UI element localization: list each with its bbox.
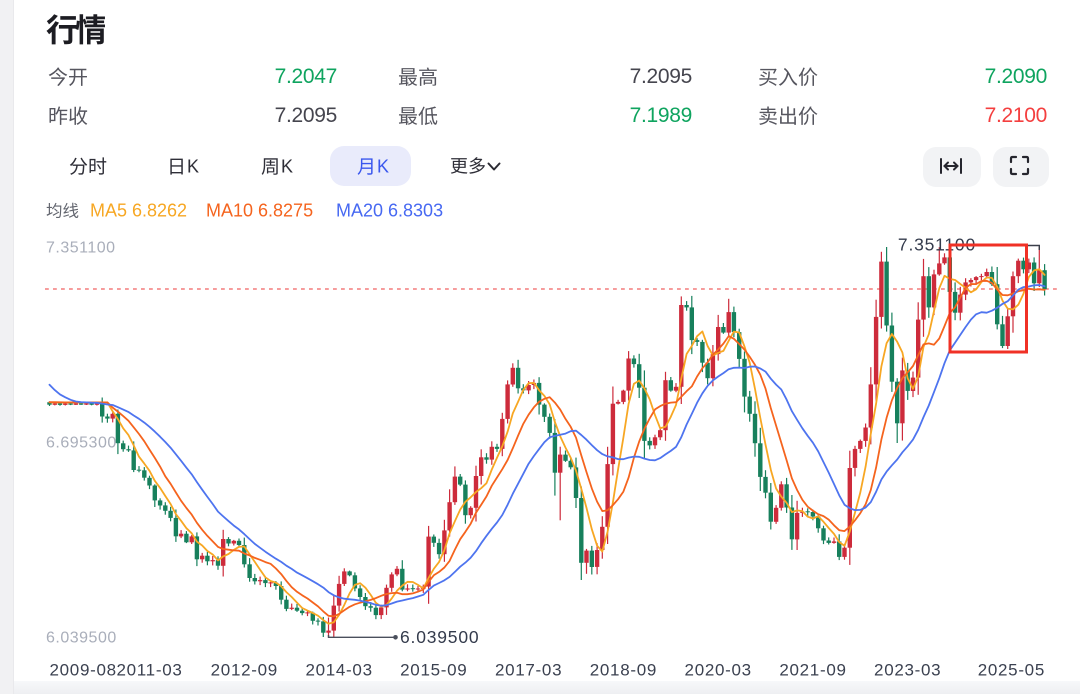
svg-text:2018-09: 2018-09 xyxy=(590,661,657,680)
svg-text:2020-03: 2020-03 xyxy=(685,661,752,680)
svg-text:6.039500: 6.039500 xyxy=(46,630,117,647)
svg-text:6.039500: 6.039500 xyxy=(400,627,479,647)
svg-text:7.351100: 7.351100 xyxy=(46,240,116,257)
svg-text:2023-03: 2023-03 xyxy=(874,661,941,680)
svg-text:2017-03: 2017-03 xyxy=(495,661,562,680)
svg-text:2012-09: 2012-09 xyxy=(211,661,278,680)
svg-text:2025-05: 2025-05 xyxy=(978,661,1045,680)
svg-text:2011-03: 2011-03 xyxy=(116,661,182,680)
svg-text:2015-09: 2015-09 xyxy=(400,661,467,680)
svg-text:2009-08: 2009-08 xyxy=(50,661,117,680)
svg-text:7.351100: 7.351100 xyxy=(898,235,976,255)
svg-text:2014-03: 2014-03 xyxy=(305,661,372,680)
svg-text:2021-09: 2021-09 xyxy=(779,661,846,680)
svg-text:6.695300: 6.695300 xyxy=(46,435,117,452)
